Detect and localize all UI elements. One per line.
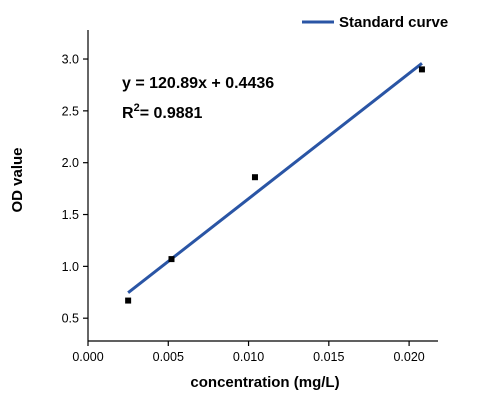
r-squared-symbol: R <box>122 105 134 122</box>
y-ticks: 0.5 1.0 1.5 2.0 2.5 3.0 <box>62 53 88 326</box>
y-axis-title: OD value <box>9 147 26 212</box>
x-tick-label: 0.015 <box>313 350 344 364</box>
x-tick-label: 0.010 <box>233 350 264 364</box>
x-tick-label: 0.020 <box>393 350 424 364</box>
y-tick-label: 3.0 <box>62 53 79 67</box>
data-point <box>251 174 258 181</box>
regression-annotation: y = 120.89x + 0.4436 R2= 0.9881 <box>122 75 274 122</box>
y-tick-label: 0.5 <box>62 312 79 326</box>
y-tick-label: 1.0 <box>62 260 79 274</box>
data-points <box>125 66 425 304</box>
data-point <box>418 66 425 73</box>
legend-label: Standard curve <box>339 14 448 31</box>
x-tick-label: 0.005 <box>153 350 184 364</box>
data-point <box>125 297 132 304</box>
r-squared-superscript: 2 <box>134 102 140 114</box>
y-tick-label: 2.0 <box>62 156 79 170</box>
data-point <box>168 256 175 263</box>
plot-axes <box>87 30 438 342</box>
r-squared-value: = 0.9881 <box>140 105 203 122</box>
r-squared-text: R2= 0.9881 <box>122 102 203 122</box>
x-ticks: 0.000 0.005 0.010 0.015 0.020 <box>72 341 425 364</box>
x-tick-label: 0.000 <box>72 350 103 364</box>
equation-text: y = 120.89x + 0.4436 <box>122 75 274 92</box>
legend: Standard curve <box>302 14 448 31</box>
fit-line <box>127 62 423 294</box>
y-tick-label: 1.5 <box>62 208 79 222</box>
x-axis-title: concentration (mg/L) <box>190 374 339 391</box>
y-tick-label: 2.5 <box>62 104 79 118</box>
